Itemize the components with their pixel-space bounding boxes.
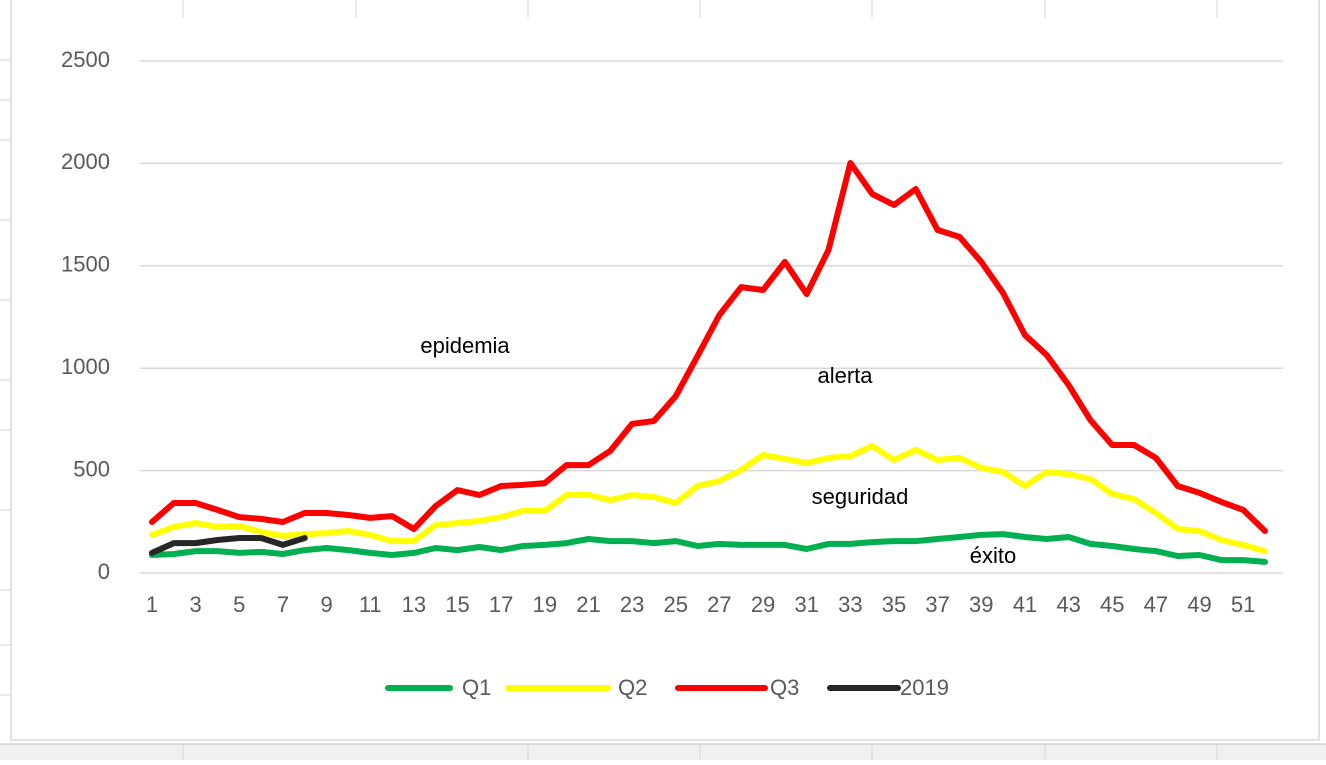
x-tick-label: 17 [489, 592, 513, 617]
legend-label: 2019 [900, 675, 949, 700]
sheet-gridlines [0, 0, 1218, 696]
x-tick-label: 33 [838, 592, 862, 617]
x-tick-label: 49 [1187, 592, 1211, 617]
legend-label: Q3 [770, 675, 799, 700]
x-tick-label: 13 [402, 592, 426, 617]
annotation: alerta [817, 363, 873, 388]
x-tick-label: 43 [1056, 592, 1080, 617]
legend-label: Q2 [618, 675, 647, 700]
x-tick-label: 31 [794, 592, 818, 617]
x-tick-label: 19 [533, 592, 557, 617]
sheet-col-marks [182, 744, 1218, 760]
x-tick-label: 41 [1013, 592, 1037, 617]
y-tick-label: 2500 [61, 47, 110, 72]
annotation: seguridad [812, 484, 909, 509]
x-tick-label: 29 [751, 592, 775, 617]
x-tick-label: 9 [320, 592, 332, 617]
x-tick-label: 23 [620, 592, 644, 617]
sheet-bar [0, 744, 1326, 760]
y-tick-label: 500 [73, 456, 110, 481]
x-tick-label: 27 [707, 592, 731, 617]
series-line [149, 531, 1268, 565]
series-line [149, 443, 1268, 555]
x-tick-label: 47 [1144, 592, 1168, 617]
y-tick-label: 2000 [61, 149, 110, 174]
x-tick-label: 7 [277, 592, 289, 617]
x-tick-label: 37 [925, 592, 949, 617]
series-line [149, 535, 308, 556]
chart-border [10, 0, 1320, 741]
x-tick-label: 39 [969, 592, 993, 617]
y-tick-label: 1500 [61, 252, 110, 277]
x-tick-label: 51 [1231, 592, 1255, 617]
x-tick-label: 5 [233, 592, 245, 617]
x-tick-label: 35 [882, 592, 906, 617]
x-tick-label: 15 [445, 592, 469, 617]
x-tick-label: 45 [1100, 592, 1124, 617]
y-tick-label: 0 [98, 559, 110, 584]
annotation: epidemia [420, 333, 510, 358]
y-tick-label: 1000 [61, 354, 110, 379]
x-tick-label: 21 [576, 592, 600, 617]
x-tick-label: 11 [359, 592, 382, 617]
x-tick-label: 3 [190, 592, 202, 617]
series-line [149, 160, 1268, 534]
x-tick-label: 25 [664, 592, 688, 617]
legend-label: Q1 [462, 675, 491, 700]
annotation: éxito [970, 543, 1016, 568]
x-tick-label: 1 [146, 592, 158, 617]
